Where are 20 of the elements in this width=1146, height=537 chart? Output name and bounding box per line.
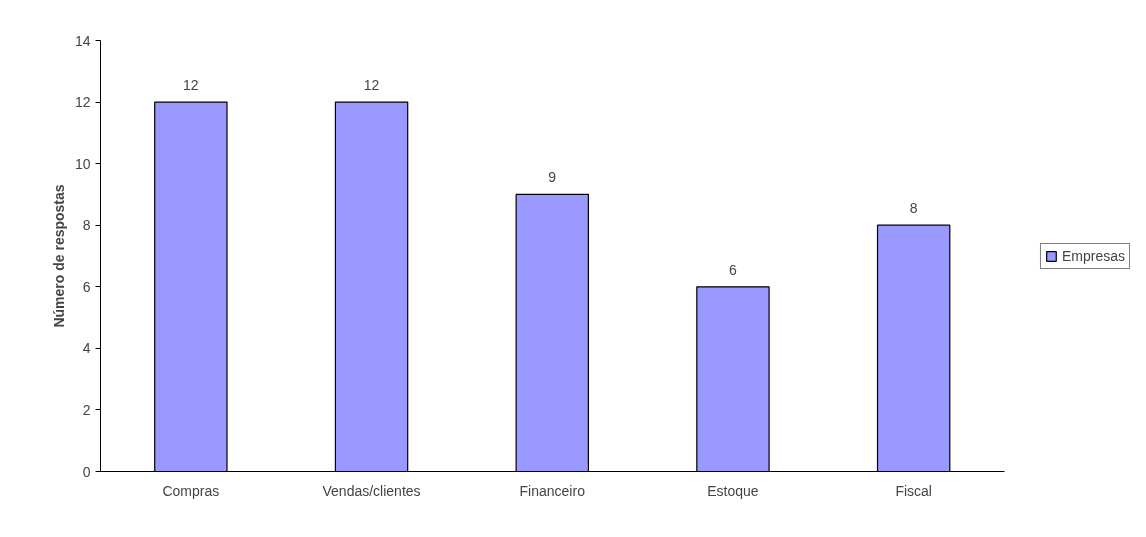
- y-tick-label: 2: [82, 401, 91, 418]
- data-label: 12: [363, 77, 380, 94]
- x-tick-label: Vendas/clientes: [322, 482, 421, 499]
- x-tick-label: Estoque: [707, 482, 759, 499]
- y-tick-label: 6: [82, 278, 91, 295]
- data-label: 9: [548, 169, 557, 186]
- data-label: 8: [909, 200, 918, 217]
- x-tick-label: Financeiro: [519, 482, 586, 499]
- y-tick-label: 10: [74, 155, 91, 172]
- y-tick-label: 4: [82, 340, 91, 357]
- x-tick-label: Fiscal: [895, 482, 932, 499]
- y-tick-label: 8: [82, 217, 91, 234]
- y-tick-label: 12: [74, 94, 91, 111]
- data-label: 12: [183, 77, 199, 94]
- data-label: 6: [729, 261, 738, 278]
- legend-label: Empresas: [1061, 247, 1125, 264]
- y-axis-title: Número de respostas: [50, 184, 67, 328]
- x-tick-label: Compras: [162, 482, 220, 499]
- y-tick-label: 0: [82, 463, 91, 480]
- y-tick-label: 14: [74, 32, 91, 49]
